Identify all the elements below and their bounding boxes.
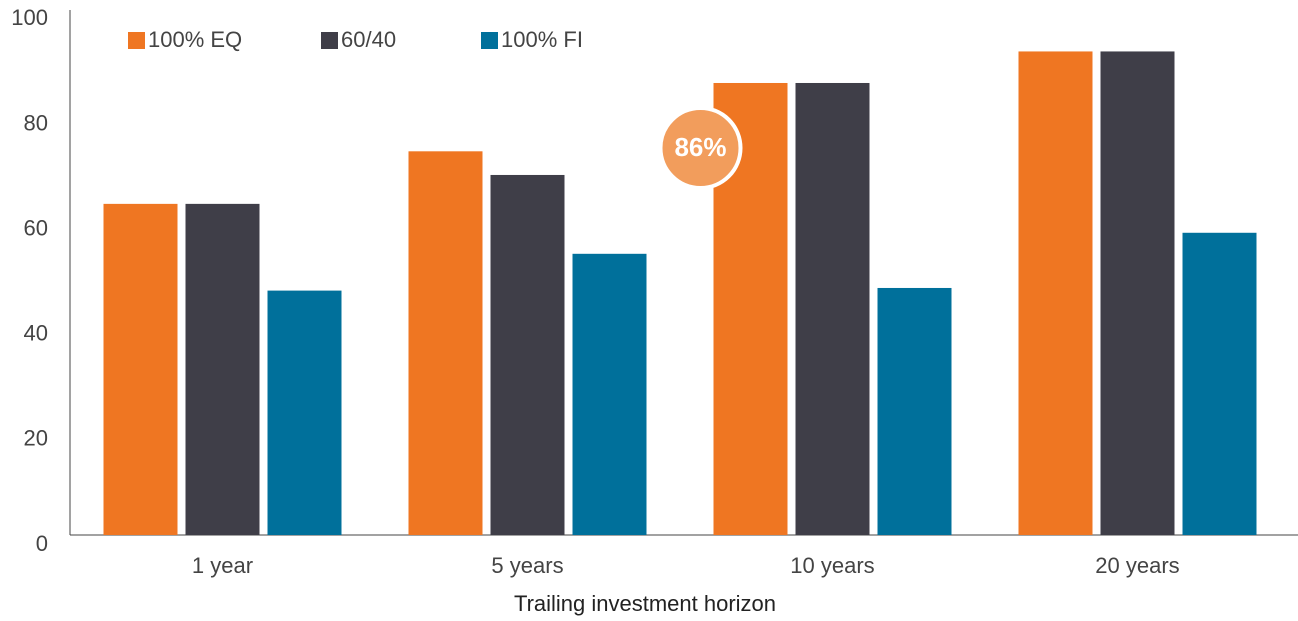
bar — [490, 174, 565, 536]
x-axis-title: Trailing investment horizon — [514, 591, 776, 616]
y-tick-label: 100 — [11, 5, 48, 30]
x-tick-label: 20 years — [1095, 553, 1179, 578]
y-tick-label: 40 — [24, 321, 48, 346]
bar — [1182, 232, 1257, 535]
legend-label: 100% EQ — [148, 27, 242, 52]
bar — [1100, 51, 1175, 535]
legend-swatch — [321, 32, 338, 49]
bar — [103, 203, 178, 535]
bar — [185, 203, 260, 535]
x-tick-label: 5 years — [491, 553, 563, 578]
bar — [877, 287, 952, 535]
annotation-bubble — [658, 105, 743, 190]
y-tick-label: 0 — [36, 531, 48, 556]
x-tick-label: 10 years — [790, 553, 874, 578]
bar — [267, 290, 342, 535]
x-tick-label: 1 year — [192, 553, 253, 578]
y-tick-label: 60 — [24, 215, 48, 240]
annotation-text: 86% — [674, 132, 726, 162]
bar — [795, 82, 870, 535]
legend-label: 100% FI — [501, 27, 583, 52]
bar — [572, 253, 647, 535]
bar — [1018, 51, 1093, 535]
y-tick-label: 80 — [24, 110, 48, 135]
y-tick-label: 20 — [24, 426, 48, 451]
bar — [408, 151, 483, 535]
legend-swatch — [481, 32, 498, 49]
legend-label: 60/40 — [341, 27, 396, 52]
legend-swatch — [128, 32, 145, 49]
